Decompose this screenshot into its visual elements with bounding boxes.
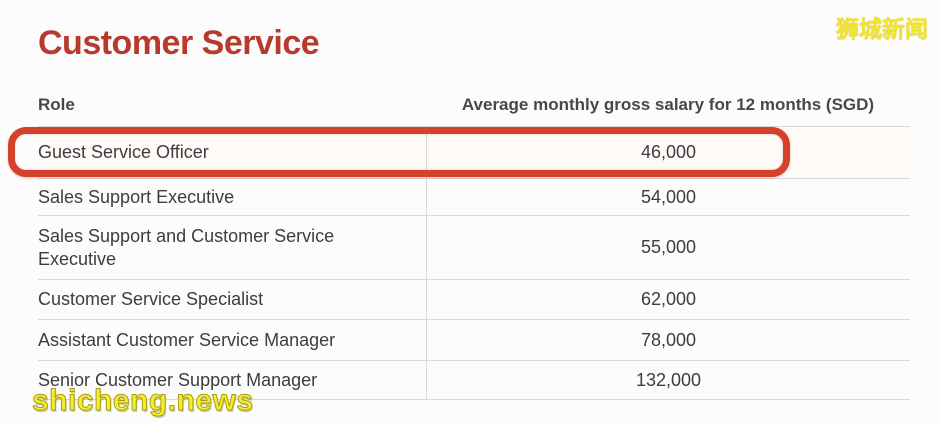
watermark-site-name: 狮城新闻 [836,16,928,42]
table-row: Assistant Customer Service Manager 78,000 [38,320,910,361]
role-cell: Senior Customer Support Manager [38,369,318,390]
salary-table: Role Average monthly gross salary for 12… [38,84,910,400]
salary-cell: 78,000 [426,320,910,360]
table-row: Guest Service Officer 46,000 [38,127,910,179]
role-cell: Guest Service Officer [38,142,209,162]
salary-cell: 132,000 [426,361,910,399]
role-cell: Assistant Customer Service Manager [38,329,336,350]
salary-cell: 46,000 [426,127,910,178]
salary-cell: 62,000 [426,280,910,319]
table-header-row: Role Average monthly gross salary for 12… [38,84,910,127]
watermark-site-url: shicheng.news [32,384,254,418]
table-row: Sales Support Executive 54,000 [38,179,910,216]
table-row: Customer Service Specialist 62,000 [38,280,910,320]
role-cell: Sales Support and Customer Service Execu… [38,225,335,269]
role-cell: Sales Support Executive [38,186,235,207]
role-cell: Customer Service Specialist [38,289,264,309]
column-header-role: Role [38,95,75,114]
table-row: Sales Support and Customer Service Execu… [38,216,910,280]
table-row: Senior Customer Support Manager 132,000 [38,361,910,400]
salary-cell: 54,000 [426,179,910,215]
salary-cell: 55,000 [426,216,910,279]
page-title: Customer Service [38,24,320,62]
column-header-salary: Average monthly gross salary for 12 mont… [461,95,875,114]
table-body: Guest Service Officer 46,000 Sales Support… [38,127,910,400]
